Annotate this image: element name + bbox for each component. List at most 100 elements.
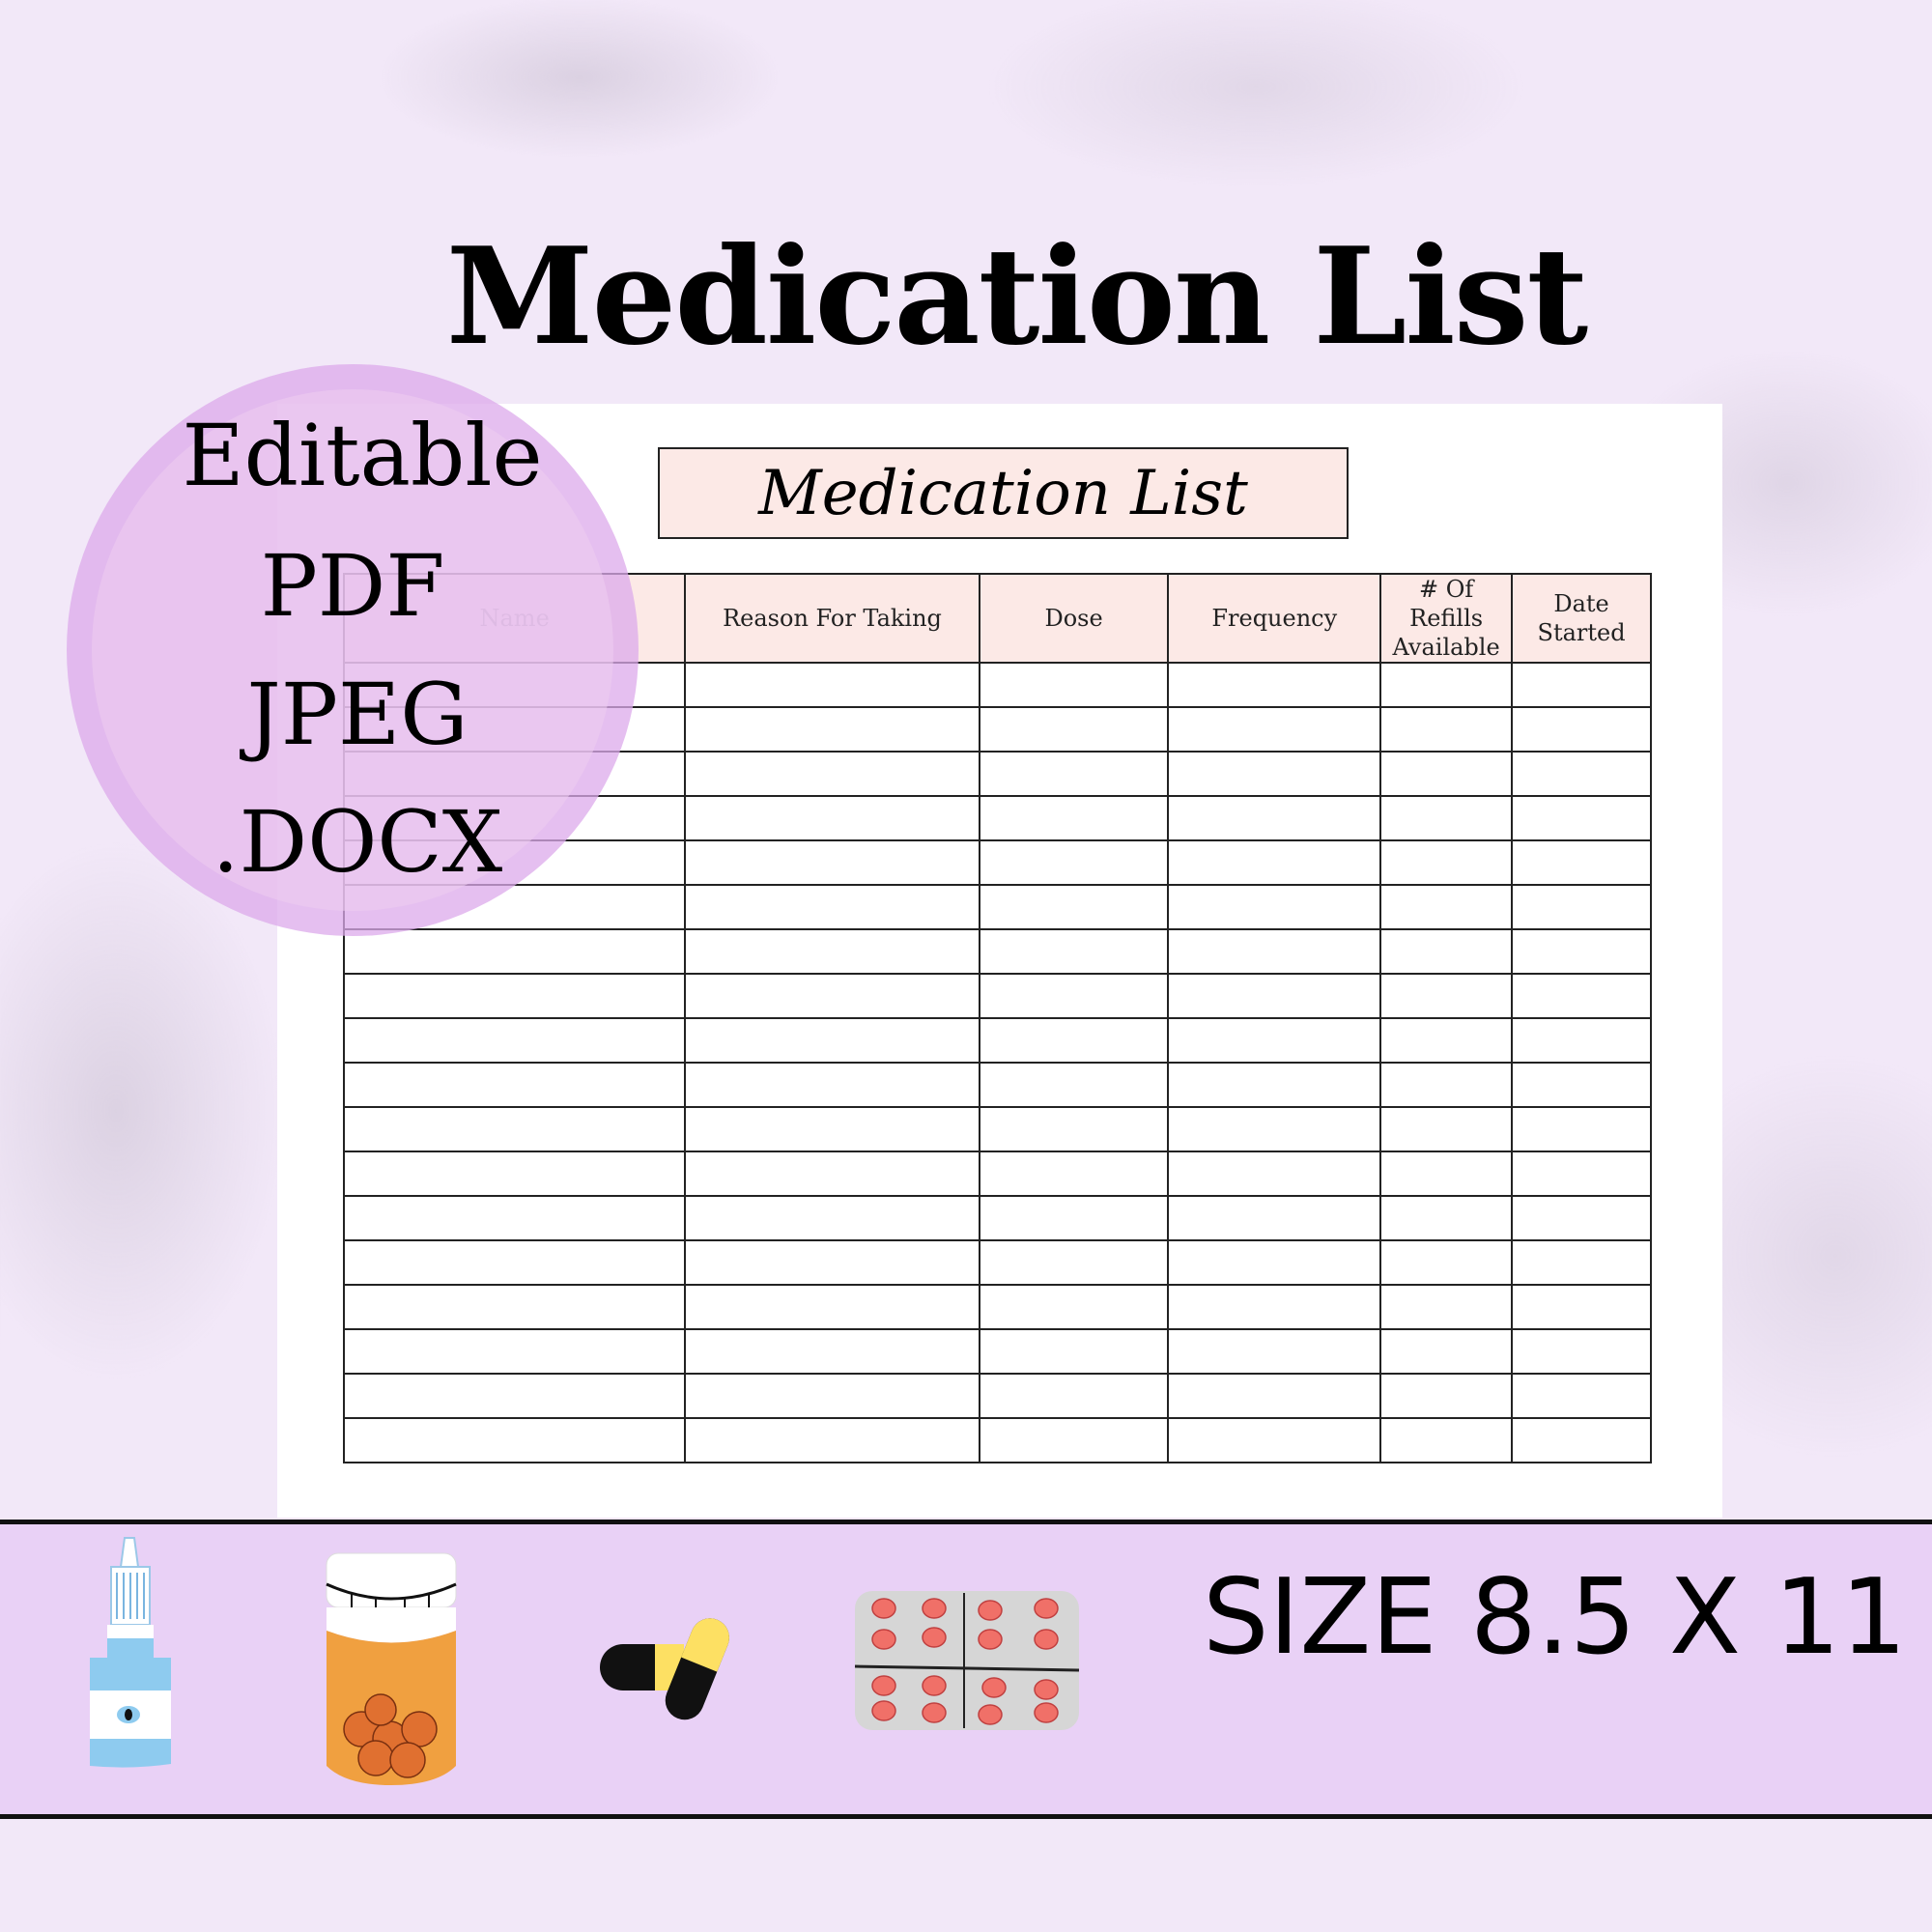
- table-cell[interactable]: [342, 1284, 687, 1330]
- table-cell[interactable]: [1167, 1284, 1382, 1330]
- table-cell[interactable]: [684, 973, 980, 1019]
- table-cell[interactable]: [342, 973, 687, 1019]
- table-cell[interactable]: [1511, 706, 1652, 753]
- table-cell[interactable]: [342, 1239, 687, 1286]
- table-cell[interactable]: [978, 751, 1170, 797]
- table-cell[interactable]: [1379, 1017, 1514, 1064]
- table-cell[interactable]: [342, 1062, 687, 1108]
- table-cell[interactable]: [978, 1239, 1170, 1286]
- table-cell[interactable]: [684, 1151, 980, 1197]
- table-cell[interactable]: [1379, 1151, 1514, 1197]
- table-cell[interactable]: [1379, 1106, 1514, 1152]
- table-cell[interactable]: [1379, 884, 1514, 930]
- table-cell[interactable]: [978, 839, 1170, 886]
- table-cell[interactable]: [1379, 1328, 1514, 1375]
- table-cell[interactable]: [1511, 1017, 1652, 1064]
- table-cell[interactable]: [684, 662, 980, 708]
- table-cell[interactable]: [342, 1151, 687, 1197]
- table-cell[interactable]: [978, 1373, 1170, 1419]
- table-cell[interactable]: [1379, 751, 1514, 797]
- table-cell[interactable]: [684, 1062, 980, 1108]
- table-cell[interactable]: [1379, 1373, 1514, 1419]
- table-cell[interactable]: [684, 751, 980, 797]
- table-cell[interactable]: [684, 884, 980, 930]
- table-cell[interactable]: [1379, 1417, 1514, 1463]
- table-cell[interactable]: [978, 884, 1170, 930]
- table-cell[interactable]: [684, 1195, 980, 1241]
- table-cell[interactable]: [1511, 662, 1652, 708]
- table-cell[interactable]: [978, 1284, 1170, 1330]
- table-cell[interactable]: [978, 795, 1170, 841]
- table-cell[interactable]: [1167, 795, 1382, 841]
- table-cell[interactable]: [1167, 1062, 1382, 1108]
- table-cell[interactable]: [1167, 1195, 1382, 1241]
- table-cell[interactable]: [1167, 1417, 1382, 1463]
- table-cell[interactable]: [1167, 1239, 1382, 1286]
- table-cell[interactable]: [1167, 1017, 1382, 1064]
- table-cell[interactable]: [1379, 662, 1514, 708]
- table-cell[interactable]: [1167, 1151, 1382, 1197]
- table-cell[interactable]: [684, 1106, 980, 1152]
- table-cell[interactable]: [1511, 1062, 1652, 1108]
- table-cell[interactable]: [342, 1195, 687, 1241]
- table-cell[interactable]: [684, 1417, 980, 1463]
- table-cell[interactable]: [1511, 1151, 1652, 1197]
- table-cell[interactable]: [342, 1328, 687, 1375]
- table-cell[interactable]: [1167, 706, 1382, 753]
- table-cell[interactable]: [1511, 1195, 1652, 1241]
- table-cell[interactable]: [1167, 1328, 1382, 1375]
- table-cell[interactable]: [342, 1417, 687, 1463]
- table-cell[interactable]: [342, 1017, 687, 1064]
- table-cell[interactable]: [1511, 928, 1652, 975]
- table-cell[interactable]: [342, 928, 687, 975]
- table-cell[interactable]: [1167, 928, 1382, 975]
- table-cell[interactable]: [684, 1017, 980, 1064]
- table-cell[interactable]: [684, 1328, 980, 1375]
- table-cell[interactable]: [1379, 1239, 1514, 1286]
- table-cell[interactable]: [978, 1328, 1170, 1375]
- table-cell[interactable]: [1379, 1062, 1514, 1108]
- table-cell[interactable]: [1511, 839, 1652, 886]
- table-cell[interactable]: [978, 1195, 1170, 1241]
- table-cell[interactable]: [1511, 1106, 1652, 1152]
- table-cell[interactable]: [684, 1373, 980, 1419]
- table-cell[interactable]: [1379, 795, 1514, 841]
- table-cell[interactable]: [1511, 795, 1652, 841]
- table-cell[interactable]: [684, 1239, 980, 1286]
- table-cell[interactable]: [1511, 1328, 1652, 1375]
- table-cell[interactable]: [978, 928, 1170, 975]
- table-cell[interactable]: [1167, 662, 1382, 708]
- table-cell[interactable]: [978, 1062, 1170, 1108]
- table-cell[interactable]: [978, 1106, 1170, 1152]
- table-cell[interactable]: [1379, 706, 1514, 753]
- table-cell[interactable]: [1379, 839, 1514, 886]
- table-cell[interactable]: [1167, 751, 1382, 797]
- table-cell[interactable]: [1167, 884, 1382, 930]
- table-cell[interactable]: [684, 928, 980, 975]
- table-cell[interactable]: [1511, 973, 1652, 1019]
- table-cell[interactable]: [1167, 973, 1382, 1019]
- table-cell[interactable]: [1511, 1239, 1652, 1286]
- table-cell[interactable]: [684, 839, 980, 886]
- table-cell[interactable]: [978, 1151, 1170, 1197]
- table-cell[interactable]: [1379, 928, 1514, 975]
- table-cell[interactable]: [978, 1417, 1170, 1463]
- table-cell[interactable]: [1511, 751, 1652, 797]
- table-cell[interactable]: [1167, 1373, 1382, 1419]
- table-cell[interactable]: [684, 706, 980, 753]
- table-cell[interactable]: [1379, 1284, 1514, 1330]
- table-cell[interactable]: [1511, 1284, 1652, 1330]
- table-cell[interactable]: [684, 1284, 980, 1330]
- table-cell[interactable]: [978, 706, 1170, 753]
- table-cell[interactable]: [1511, 1373, 1652, 1419]
- table-cell[interactable]: [978, 1017, 1170, 1064]
- table-cell[interactable]: [1167, 839, 1382, 886]
- table-cell[interactable]: [1379, 973, 1514, 1019]
- table-cell[interactable]: [342, 1373, 687, 1419]
- table-cell[interactable]: [978, 662, 1170, 708]
- table-cell[interactable]: [1167, 1106, 1382, 1152]
- table-cell[interactable]: [684, 795, 980, 841]
- table-cell[interactable]: [1511, 1417, 1652, 1463]
- table-cell[interactable]: [978, 973, 1170, 1019]
- table-cell[interactable]: [1511, 884, 1652, 930]
